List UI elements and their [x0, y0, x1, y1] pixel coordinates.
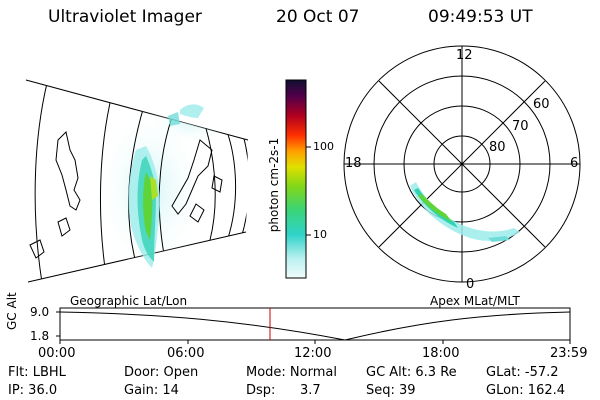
info-mode: Mode: Normal — [246, 365, 337, 380]
time-label: 09:49:53 UT — [428, 7, 533, 27]
altitude-xtick-label-0600: 06:00 — [167, 346, 205, 361]
altitude-ytick-label-1-8: 1.8 — [30, 329, 50, 343]
info-glat: GLat: -57.2 — [486, 365, 559, 380]
info-ip: IP: 36.0 — [8, 383, 58, 398]
colorbar-tick-label-100: 100 — [313, 140, 334, 153]
mlt-label-12: 12 — [456, 48, 473, 63]
altitude-xticks — [59, 340, 571, 344]
coastline — [29, 131, 223, 259]
info-glon: GLon: 162.4 — [486, 383, 566, 398]
colorbar-scale — [285, 79, 307, 279]
mlt-label-0: 0 — [466, 277, 475, 292]
panel-label-geographic: Geographic Lat/Lon — [70, 294, 188, 308]
colorbar-tick-label-10: 10 — [313, 228, 327, 241]
info-seq: Seq: 39 — [366, 383, 416, 398]
polar-diagonal-2 — [378, 80, 546, 248]
altitude-xtick-label-1800: 18:00 — [422, 346, 460, 361]
lat-label-70: 70 — [512, 119, 529, 134]
info-dsp-label: Dsp: — [246, 383, 276, 398]
panel-label-apex: Apex MLat/MLT — [430, 294, 520, 308]
aurora-band-polar — [410, 182, 520, 242]
aurora-band-map — [128, 104, 204, 268]
mlt-label-18: 18 — [345, 156, 362, 171]
info-dsp-value: 3.7 — [300, 383, 321, 398]
altitude-plot-frame — [59, 307, 571, 341]
date-label: 20 Oct 07 — [276, 7, 360, 27]
info-gc-alt: GC Alt: 6.3 Re — [366, 365, 457, 380]
altitude-curve — [59, 311, 571, 341]
altitude-xtick-label-2359: 23:59 — [550, 346, 588, 361]
lat-label-80: 80 — [489, 140, 506, 155]
info-gain: Gain: 14 — [124, 383, 179, 398]
altitude-ytick-label-9: 9.0 — [30, 305, 50, 319]
altitude-xtick-label-1200: 12:00 — [294, 346, 332, 361]
mlt-label-6: 6 — [570, 156, 579, 171]
info-flt: Flt: LBHL — [8, 365, 66, 380]
app-title: Ultraviolet Imager — [48, 7, 202, 27]
lat-label-60: 60 — [533, 97, 550, 112]
info-door: Door: Open — [124, 365, 199, 380]
altitude-xtick-label-0000: 00:00 — [38, 346, 76, 361]
altitude-ylabel: GC Alt — [5, 292, 19, 330]
